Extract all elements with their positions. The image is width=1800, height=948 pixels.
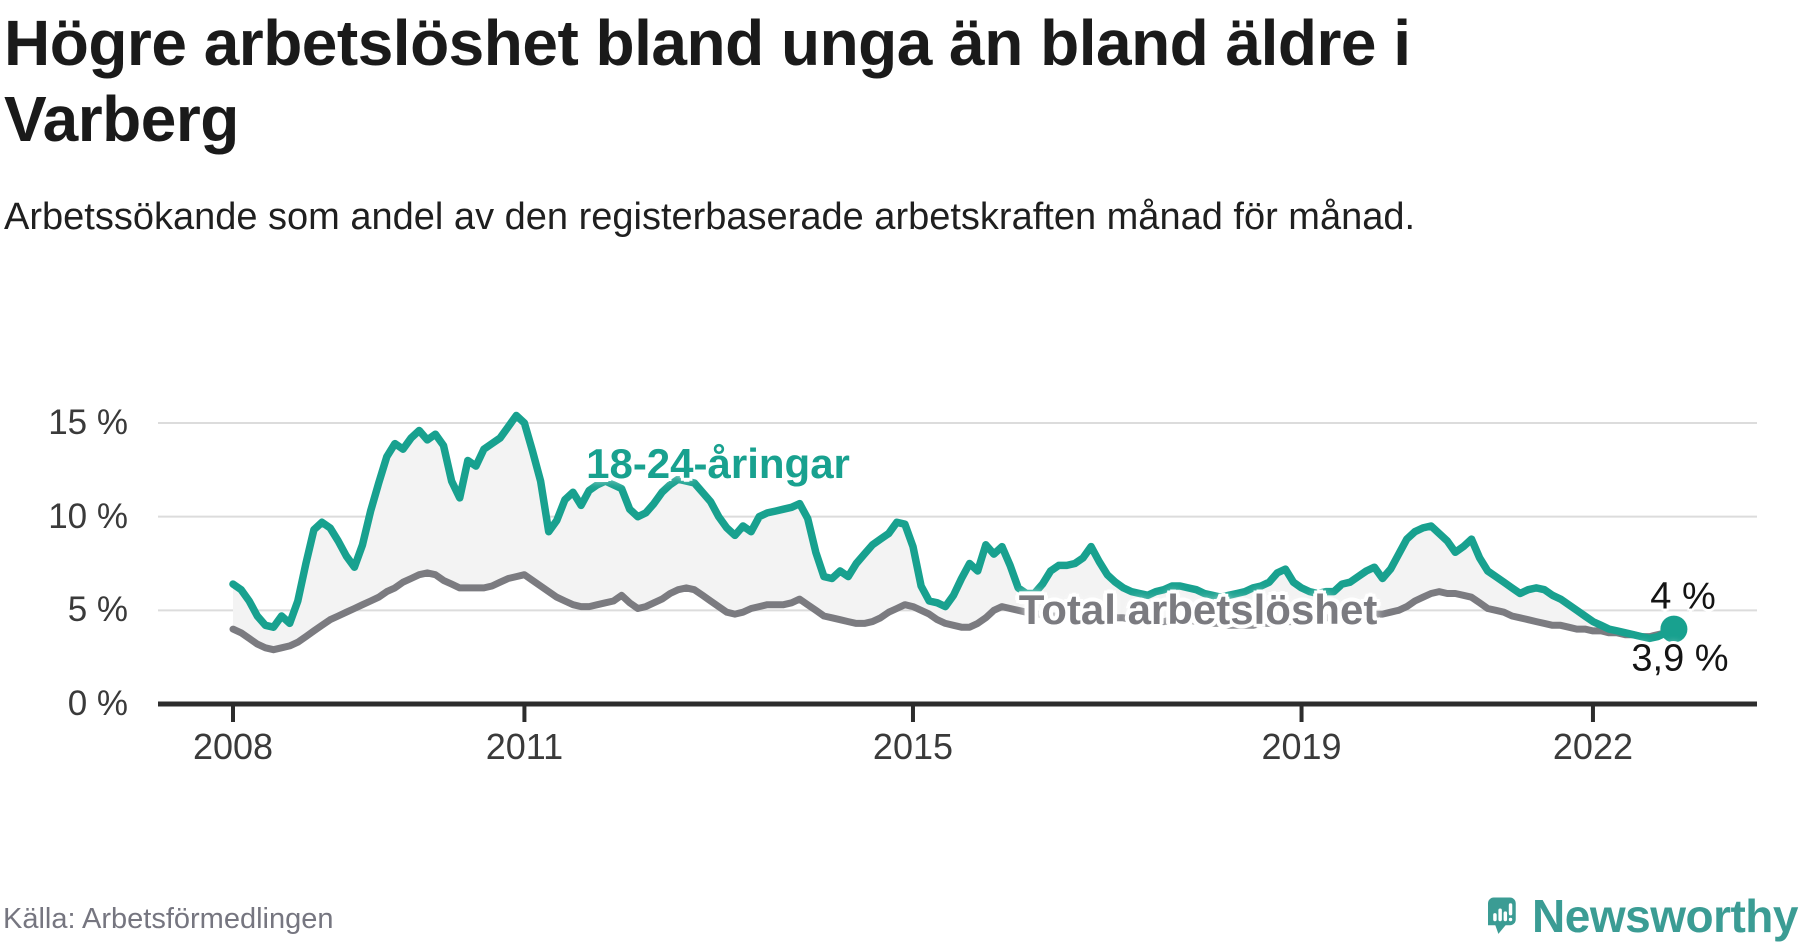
y-axis-label-10: 10 % <box>48 496 128 536</box>
page-title: Högre arbetslöshet bland unga än bland ä… <box>4 7 1411 155</box>
x-axis-label-2022: 2022 <box>1552 726 1633 767</box>
end-value-label-youth: 4 % <box>1650 575 1716 618</box>
newsworthy-logo: Newsworthy <box>1488 884 1798 948</box>
line-total-arbetsloshet <box>229 569 1678 654</box>
y-axis-label-5: 5 % <box>67 590 128 630</box>
chart-subtitle: Arbetssökande som andel av den registerb… <box>4 196 1416 238</box>
area-between-series <box>233 415 1674 650</box>
y-axis-label-0: 0 % <box>67 684 128 723</box>
x-axis-label-2019: 2019 <box>1261 726 1342 767</box>
x-axis-label-2015: 2015 <box>872 726 954 767</box>
series-label-total: Total arbetslöshet <box>1018 586 1378 633</box>
x-axis-label-2011: 2011 <box>485 726 564 767</box>
newsworthy-logo-icon <box>1488 897 1516 934</box>
series-label-youth: 18-24-åringar <box>586 440 850 487</box>
x-axis-label-2008: 2008 <box>192 726 274 767</box>
brand-name: Newsworthy <box>1532 890 1798 942</box>
line-18-24-aringar <box>229 411 1678 643</box>
source-note: Källa: Arbetsförmedlingen <box>3 903 334 935</box>
end-value-label-total: 3,9 % <box>1631 637 1729 680</box>
y-axis-label-15: 15 % <box>48 403 128 442</box>
end-dot-youth <box>1660 615 1688 643</box>
